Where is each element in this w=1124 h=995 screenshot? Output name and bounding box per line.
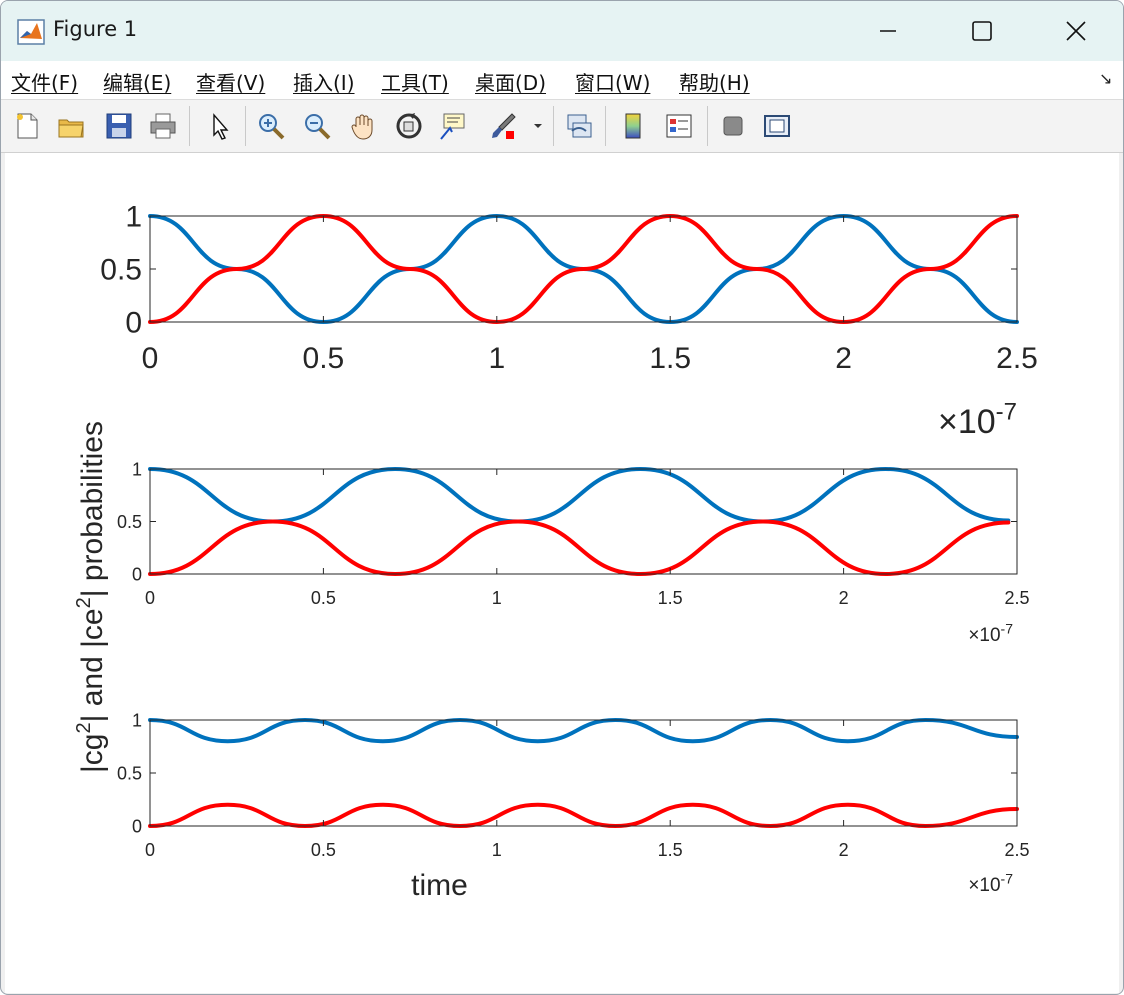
show-plot-tools-icon[interactable] xyxy=(759,108,795,144)
menu-expand-icon[interactable]: ↘ xyxy=(1099,69,1113,88)
maximize-button[interactable] xyxy=(937,1,1027,61)
subplot-1-xtick-label: 0.5 xyxy=(303,342,345,375)
subplot-2-series-2-line xyxy=(148,519,1011,576)
subplot-3-ytick-label: 0.5 xyxy=(117,763,142,783)
subplot-1-xtick-label: 2.5 xyxy=(996,342,1038,375)
brush-dropdown-icon[interactable] xyxy=(529,108,547,144)
subplot-1-xtick-label: 1 xyxy=(488,342,505,375)
title-bar: Figure 1 xyxy=(1,1,1123,61)
subplot-2-xtick-label: 1 xyxy=(492,588,502,608)
zoom-out-icon[interactable] xyxy=(299,108,335,144)
subplot-1: 0 0.5 1 1.5 2 2.5 0 0.5 1 ×10-7 xyxy=(100,201,1038,442)
subplot-3-ytick-label: 0 xyxy=(132,816,142,836)
data-cursor-icon[interactable] xyxy=(435,108,471,144)
menu-file[interactable]: 文件(F) xyxy=(11,71,79,95)
subplot-3: 0 0.5 1 1.5 2 2.5 0 0.5 1 ×10-7 time xyxy=(117,710,1030,902)
subplot-3-axes-box xyxy=(149,719,1018,827)
maximize-icon xyxy=(972,21,992,41)
link-plot-icon[interactable] xyxy=(561,108,597,144)
subplot-1-xtick-label: 1.5 xyxy=(649,342,691,375)
hide-plot-tools-icon[interactable] xyxy=(715,108,751,144)
new-figure-icon[interactable] xyxy=(9,108,45,144)
subplot-3-xtick-label: 0 xyxy=(145,840,155,860)
subplot-2-xtick-label: 0 xyxy=(145,588,155,608)
close-icon xyxy=(1066,21,1086,41)
subplot-2-x-exponent: ×10-7 xyxy=(968,620,1013,646)
open-file-icon[interactable] xyxy=(53,108,89,144)
save-icon[interactable] xyxy=(101,108,137,144)
subplot-3-x-exponent: ×10-7 xyxy=(968,870,1013,896)
shared-y-axis-label: |cg2| and |ce2| probabilities xyxy=(73,421,109,773)
menu-tools[interactable]: 工具(T) xyxy=(381,71,449,95)
menu-edit[interactable]: 编辑(E) xyxy=(103,71,172,95)
subplot-2-xtick-label: 1.5 xyxy=(658,588,683,608)
minimize-icon xyxy=(880,30,896,32)
print-icon[interactable] xyxy=(145,108,181,144)
matlab-logo-icon xyxy=(17,19,45,45)
subplot-2-series-1-line xyxy=(148,467,1011,524)
menu-window[interactable]: 窗口(W) xyxy=(575,71,651,95)
legend-icon[interactable] xyxy=(661,108,697,144)
subplot-3-xtick-label: 1 xyxy=(492,840,502,860)
pan-hand-icon[interactable] xyxy=(345,108,381,144)
subplot-1-series-2-line xyxy=(148,214,1019,324)
minimize-button[interactable] xyxy=(843,1,933,61)
subplot-2-ytick-label: 1 xyxy=(132,459,142,479)
subplot-1-ytick-label: 0.5 xyxy=(100,254,142,287)
subplot-2-xtick-label: 2 xyxy=(839,588,849,608)
brush-icon[interactable] xyxy=(485,108,521,144)
menu-view[interactable]: 查看(V) xyxy=(196,71,266,95)
subplot-3-xtick-label: 2 xyxy=(839,840,849,860)
close-button[interactable] xyxy=(1031,1,1121,61)
subplot-3-xtick-label: 2.5 xyxy=(1004,840,1029,860)
colorbar-icon[interactable] xyxy=(615,108,651,144)
subplot-3-xtick-label: 1.5 xyxy=(658,840,683,860)
subplot-1-xtick-label: 0 xyxy=(142,342,159,375)
subplot-3-series-2-line xyxy=(148,802,1019,828)
menu-insert[interactable]: 插入(I) xyxy=(293,71,355,95)
subplot-2-ytick-label: 0.5 xyxy=(117,512,142,532)
subplot-2: 0 0.5 1 1.5 2 2.5 0 0.5 1 ×10-7 xyxy=(117,459,1030,646)
subplot-2-xtick-label: 2.5 xyxy=(1004,588,1029,608)
window-title: Figure 1 xyxy=(53,17,138,41)
subplot-3-ytick-label: 1 xyxy=(132,710,142,730)
subplot-1-ytick-label: 1 xyxy=(125,201,142,234)
subplot-2-xtick-label: 0.5 xyxy=(311,588,336,608)
subplot-1-ytick-label: 0 xyxy=(125,307,142,340)
subplot-1-x-exponent: ×10-7 xyxy=(938,398,1017,441)
subplot-3-xtick-label: 0.5 xyxy=(311,840,336,860)
figure-plot: |cg2| and |ce2| probabilities 0 0.5 1 1.5 2 2… xyxy=(73,201,1038,903)
rotate-3d-icon[interactable] xyxy=(391,108,427,144)
subplot-1-xtick-label: 2 xyxy=(835,342,852,375)
toolbar xyxy=(1,100,1123,153)
figure-canvas[interactable]: |cg2| and |ce2| probabilities 0 0.5 1 1.5 2 2… xyxy=(5,153,1119,993)
menu-help[interactable]: 帮助(H) xyxy=(679,71,750,95)
pointer-icon[interactable] xyxy=(201,108,237,144)
subplot-3-series-1-line xyxy=(148,718,1019,744)
menu-desktop[interactable]: 桌面(D) xyxy=(475,71,547,95)
subplot-3-xlabel: time xyxy=(411,869,468,902)
menu-bar: 文件(F) 编辑(E) 查看(V) 插入(I) 工具(T) 桌面(D) 窗口(W… xyxy=(1,61,1123,100)
subplot-2-ytick-label: 0 xyxy=(132,564,142,584)
zoom-in-icon[interactable] xyxy=(253,108,289,144)
